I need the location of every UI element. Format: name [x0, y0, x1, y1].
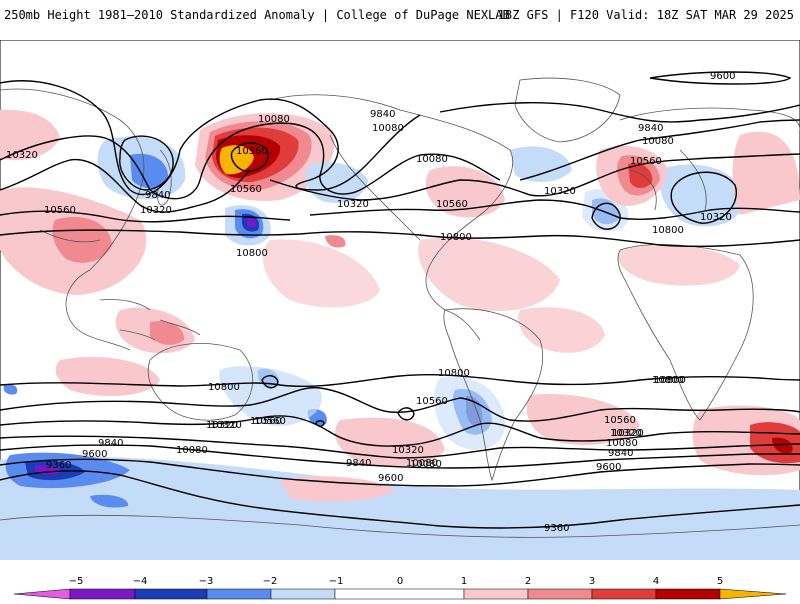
contour-label: 10320 — [544, 186, 576, 197]
contour-label: 10800 — [438, 368, 470, 379]
model-run-label: 18Z GFS | F120 Valid: 18Z SAT MAR 29 202… — [498, 8, 794, 22]
colorbar-bin-neg4 — [70, 589, 135, 599]
contour-label: 10080 — [642, 136, 674, 147]
colorbar-tick-label: −4 — [133, 576, 148, 587]
map-title: 250mb Height 1981–2010 Standardized Anom… — [4, 8, 510, 22]
contour-label: 9840 — [370, 109, 395, 120]
contour-label: 10560 — [236, 146, 268, 157]
colorbar-tick-label: −5 — [69, 576, 84, 587]
contour-label: 9600 — [596, 462, 621, 473]
contour-label: 10560 — [630, 156, 662, 167]
contour-label: 10320 — [337, 199, 369, 210]
colorbar-bin-pos5 — [720, 589, 786, 599]
contour-label: 10080 — [416, 154, 448, 165]
header: 250mb Height 1981–2010 Standardized Anom… — [0, 0, 800, 30]
contour-label: 10800 — [236, 248, 268, 259]
colorbar-bin-pos1 — [464, 589, 528, 599]
contour-label: 10080 — [176, 445, 208, 456]
contour-label: 9360 — [46, 460, 71, 471]
colorbar-bin-pos3 — [592, 589, 656, 599]
contour-label: 10800 — [654, 375, 686, 386]
contour-label: 10560 — [254, 416, 286, 427]
contour-label: 10560 — [230, 184, 262, 195]
colorbar-ticks: −5 −4 −3 −2 −1 0 1 2 3 4 5 — [69, 576, 724, 587]
contour-label: 10320 — [700, 212, 732, 223]
colorbar-tick-label: −2 — [263, 576, 278, 587]
contour-label: 9360 — [544, 523, 569, 534]
colorbar-bin-neg3 — [135, 589, 207, 599]
contour-label: 10560 — [436, 199, 468, 210]
contour-label: 10080 — [410, 459, 442, 470]
colorbar-bin-neg5 — [14, 589, 70, 599]
contour-label: 9840 — [98, 438, 123, 449]
colorbar-tick-label: 3 — [589, 576, 595, 587]
contour-label: 9600 — [710, 71, 735, 82]
colorbar-tick-label: 2 — [525, 576, 531, 587]
contour-label: 10560 — [604, 415, 636, 426]
contour-label: 9600 — [82, 449, 107, 460]
colorbar-tick-label: 1 — [461, 576, 467, 587]
contour-label: 10080 — [258, 114, 290, 125]
contour-label: 10320 — [210, 420, 242, 431]
contour-label: 10560 — [44, 205, 76, 216]
colorbar-bin-neg1 — [271, 589, 335, 599]
colorbar-svg: −5 −4 −3 −2 −1 0 1 2 3 4 5 — [0, 570, 800, 600]
contour-label: 10320 — [392, 445, 424, 456]
contour-label: 10800 — [208, 382, 240, 393]
colorbar-tick-label: −1 — [329, 576, 344, 587]
colorbar-tick-label: −3 — [199, 576, 214, 587]
contour-label: 10800 — [440, 232, 472, 243]
contour-label: 9840 — [346, 458, 371, 469]
contour-label: 9600 — [378, 473, 403, 484]
colorbar-bin-neutral — [335, 589, 464, 599]
contour-label: 10320 — [6, 150, 38, 161]
colorbar-tick-label: 0 — [397, 576, 403, 587]
colorbar-bin-neg2 — [207, 589, 271, 599]
contour-label: 9840 — [638, 123, 663, 134]
colorbar-bin-pos4 — [656, 589, 720, 599]
colorbar: −5 −4 −3 −2 −1 0 1 2 3 4 5 — [0, 570, 800, 600]
contour-label: 10560 — [416, 396, 448, 407]
colorbar-bins — [14, 589, 786, 599]
contour-label: 10800 — [652, 225, 684, 236]
map-svg: 9600 9840 10080 10320 10560 10080 10560 … — [0, 40, 800, 560]
colorbar-tick-label: 5 — [717, 576, 723, 587]
contour-label: 10080 — [372, 123, 404, 134]
contour-label: 10320 — [140, 205, 172, 216]
map-panel: 9600 9840 10080 10320 10560 10080 10560 … — [0, 40, 800, 560]
colorbar-tick-label: 4 — [653, 576, 659, 587]
contour-label: 9840 — [608, 448, 633, 459]
contour-label: 9840 — [145, 190, 170, 201]
colorbar-bin-pos2 — [528, 589, 592, 599]
